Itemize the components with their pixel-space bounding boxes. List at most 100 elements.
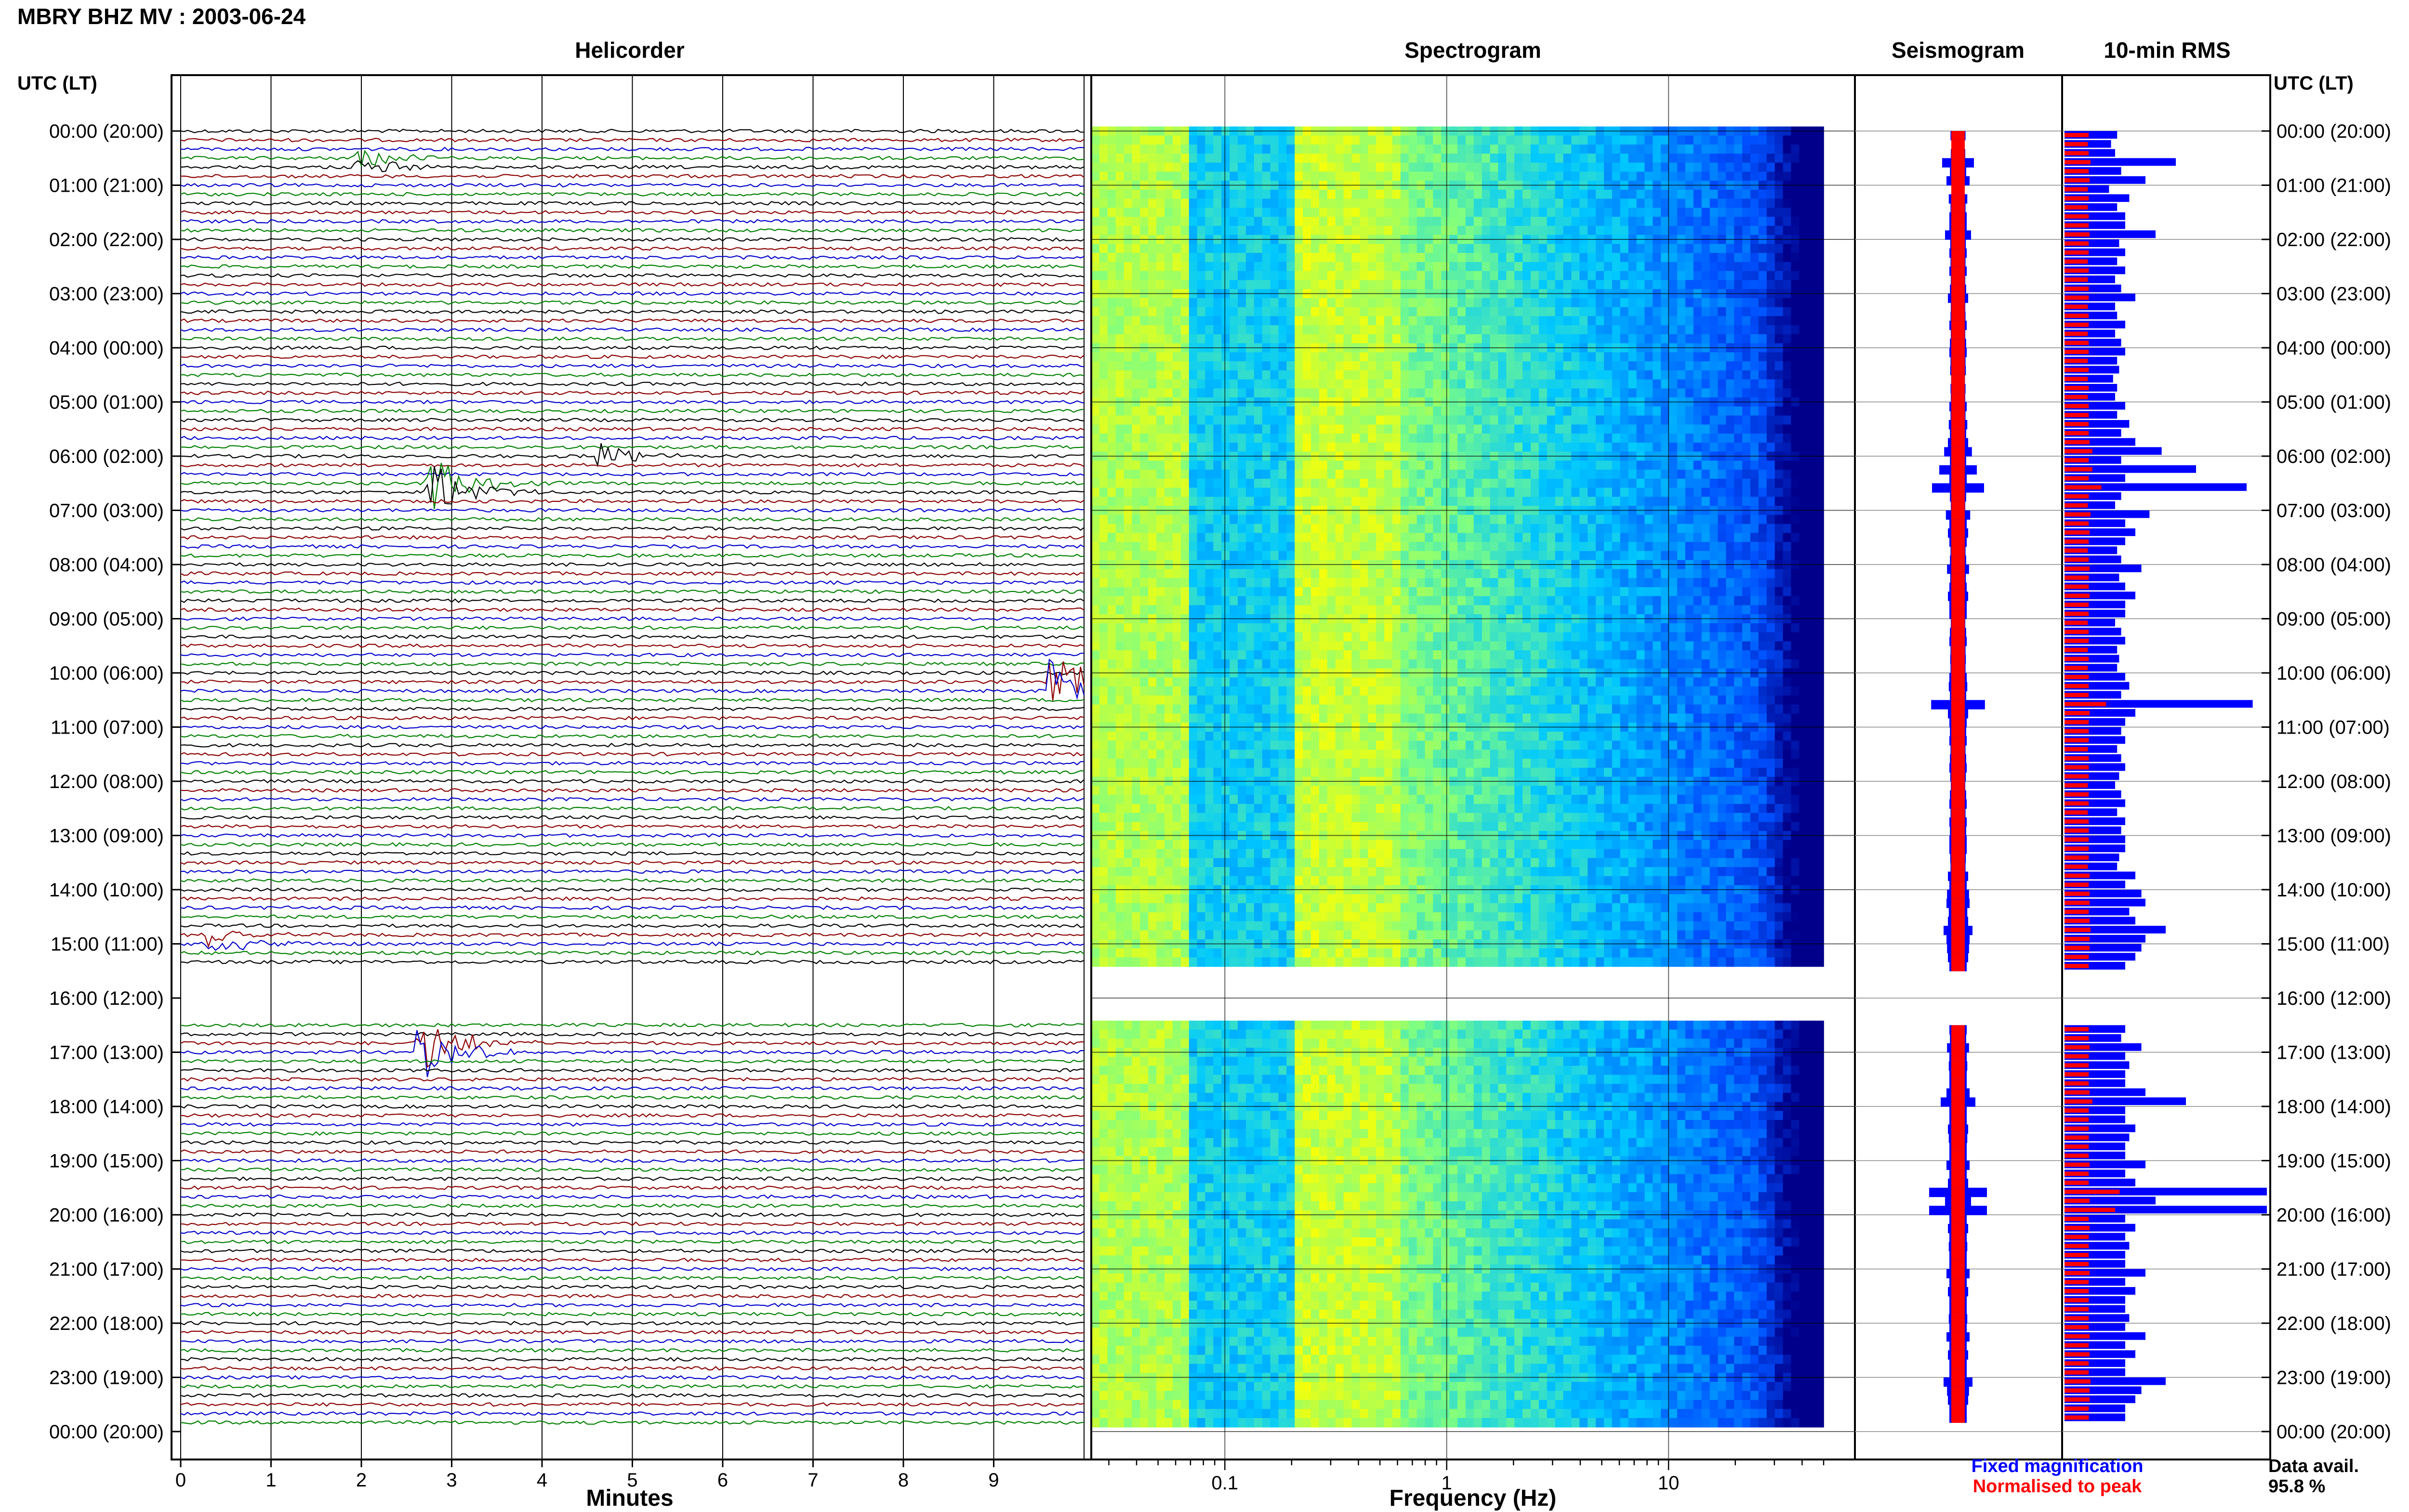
spectrogram-cell (1449, 307, 1458, 317)
spectrogram-cell (1563, 487, 1572, 498)
spectrogram-cell (1791, 145, 1800, 154)
spectrogram-cell (1758, 217, 1767, 226)
spectrogram-cell (1449, 361, 1458, 371)
spectrogram-cell (1124, 551, 1133, 561)
spectrogram-cell (1132, 189, 1141, 199)
spectrogram-cell (1441, 361, 1450, 371)
spectrogram-cell (1335, 307, 1344, 317)
spectrogram-cell (1392, 370, 1401, 380)
spectrogram-cell (1400, 470, 1409, 479)
spectrogram-cell (1254, 198, 1263, 209)
spectrogram-cell (1555, 533, 1564, 542)
spectrogram-cell (1604, 460, 1613, 470)
spectrogram-cell (1701, 262, 1710, 272)
spectrogram-cell (1628, 217, 1637, 226)
spectrogram-cell (1604, 434, 1613, 443)
spectrogram-cell (1604, 379, 1613, 389)
spectrogram-cell (1669, 217, 1678, 226)
spectrogram-cell (1555, 307, 1564, 317)
spectrogram-cell (1709, 434, 1719, 443)
spectrogram-cell (1734, 225, 1743, 236)
spectrogram-cell (1473, 361, 1482, 371)
spectrogram-cell (1457, 514, 1466, 525)
spectrogram-cell (1107, 388, 1116, 398)
spectrogram-cell (1091, 424, 1100, 434)
spectrogram-cell (1783, 578, 1792, 588)
spectrogram-cell (1416, 406, 1426, 416)
spectrogram-cell (1156, 460, 1165, 470)
spectrogram-cell (1221, 198, 1230, 209)
spectrogram-cell (1563, 434, 1572, 443)
spectrogram-cell (1669, 171, 1678, 181)
spectrogram-cell (1506, 379, 1515, 389)
spectrogram-cell (1368, 307, 1377, 317)
spectrogram-cell (1547, 280, 1556, 289)
spectrogram-cell (1498, 334, 1507, 344)
spectrogram-cell (1091, 298, 1100, 308)
spectrogram-cell (1498, 298, 1507, 308)
spectrogram-cell (1571, 542, 1580, 552)
helicorder-trace (180, 752, 1085, 757)
spectrogram-cell (1172, 533, 1181, 542)
spectrogram-cell (1571, 497, 1580, 506)
spectrogram-cell (1620, 298, 1629, 308)
spectrogram-cell (1335, 424, 1344, 434)
spectrogram-cell (1653, 406, 1661, 416)
spectrogram-cell (1140, 487, 1149, 498)
spectrogram-cell (1661, 225, 1669, 236)
spectrogram-cell (1734, 434, 1743, 443)
spectrogram-cell (1522, 171, 1531, 181)
spectrogram-cell (1538, 551, 1548, 561)
spectrogram-cell (1221, 596, 1230, 606)
spectrogram-cell (1766, 460, 1775, 470)
spectrogram-cell (1351, 162, 1361, 172)
spectrogram-cell (1514, 542, 1523, 552)
spectrogram-cell (1156, 334, 1165, 344)
spectrogram-cell (1425, 334, 1434, 344)
spectrogram-cell (1189, 533, 1198, 542)
spectrogram-cell (1180, 361, 1190, 371)
spectrogram-cell (1653, 307, 1661, 317)
spectrogram-cell (1295, 262, 1303, 272)
spectrogram-cell (1604, 533, 1613, 542)
spectrogram-cell (1449, 424, 1458, 434)
spectrogram-cell (1628, 307, 1637, 317)
helicorder-trace (180, 1104, 1085, 1109)
spectrogram-cell (1774, 217, 1784, 226)
helicorder-trace (180, 815, 1085, 820)
spectrogram-cell (1506, 442, 1515, 452)
spectrogram-cell (1596, 434, 1604, 443)
spectrogram-cell (1742, 578, 1751, 588)
spectrogram-cell (1482, 171, 1491, 181)
spectrogram-cell (1799, 225, 1808, 236)
spectrogram-cell (1750, 325, 1759, 335)
spectrogram-cell (1360, 325, 1368, 335)
spectrogram-cell (1099, 271, 1108, 281)
spectrogram-cell (1254, 379, 1263, 389)
spectrogram-cell (1563, 325, 1572, 335)
spectrogram-cell (1612, 434, 1621, 443)
spectrogram-cell (1425, 424, 1434, 434)
spectrogram-cell (1221, 379, 1230, 389)
spectrogram-cell (1774, 514, 1784, 525)
spectrogram-cell (1221, 551, 1230, 561)
spectrogram-cell (1238, 316, 1246, 326)
spectrogram-cell (1156, 271, 1165, 281)
spectrogram-cell (1124, 406, 1133, 416)
spectrogram-cell (1392, 208, 1401, 217)
spectrogram-cell (1278, 189, 1287, 199)
spectrogram-cell (1115, 225, 1125, 236)
spectrogram-cell (1588, 442, 1596, 452)
spectrogram-cell (1384, 307, 1393, 317)
spectrogram-cell (1172, 415, 1181, 425)
spectrogram-cell (1360, 189, 1368, 199)
spectrogram-cell (1351, 198, 1361, 209)
spectrogram-cell (1701, 497, 1710, 506)
spectrogram-cell (1807, 162, 1816, 172)
spectrogram-cell (1245, 162, 1255, 172)
spectrogram-cell (1596, 578, 1604, 588)
spectrogram-cell (1343, 388, 1352, 398)
spectrogram-cell (1709, 487, 1719, 498)
spectrogram-cell (1783, 135, 1792, 145)
spectrogram-cell (1693, 153, 1702, 163)
